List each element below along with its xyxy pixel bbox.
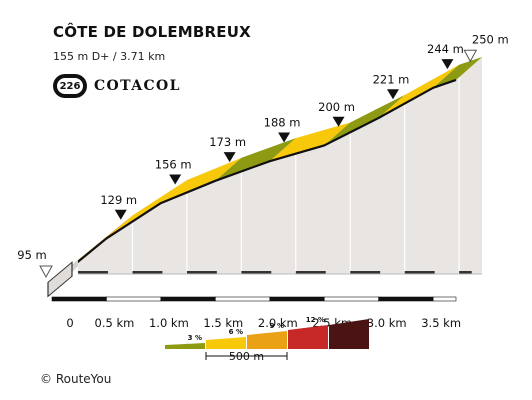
elevation-label: 244 m (427, 42, 464, 56)
elevation-label: 156 m (155, 157, 192, 171)
credit-line: © RouteYou (40, 372, 111, 386)
legend-gradient-swatch (247, 331, 287, 349)
elevation-marker (332, 116, 345, 127)
legend-gradient-swatch (165, 343, 205, 349)
elevation-label: 221 m (373, 72, 410, 86)
x-tick-label: 1.5 km (203, 316, 243, 330)
gradient-segment (160, 157, 242, 204)
legend-gradient-swatch (288, 325, 328, 349)
credit-text: RouteYou (55, 372, 112, 386)
x-axis-scale-block (432, 296, 457, 302)
legend-gradient-label: 12 % (306, 316, 325, 324)
profile-base-strip (78, 271, 108, 274)
cotacol-badge-oval: 226 (53, 74, 87, 98)
x-tick-label: 3.0 km (367, 316, 407, 330)
legend-gradient-swatch (206, 337, 246, 349)
elevation-label: 129 m (100, 193, 137, 207)
x-axis-scale-block (51, 296, 107, 302)
profile-base-strip (459, 271, 472, 274)
legend-gradient-label: 6 % (229, 328, 243, 336)
cotacol-badge: 226 COTACOL (53, 74, 181, 98)
x-axis-scale-block (323, 296, 379, 302)
climb-stats: 155 m D+ / 3.71 km (53, 50, 166, 63)
elevation-label: 200 m (318, 100, 355, 114)
elevation-marker (441, 59, 454, 70)
gradient-segment (215, 138, 296, 181)
profile-base-strip (404, 271, 435, 274)
elevation-marker-hollow (463, 49, 478, 63)
gradient-segment (324, 94, 405, 146)
profile-front-edge (51, 78, 457, 284)
climb-title: CÔTE DE DOLEMBREUX (53, 23, 251, 41)
cotacol-number: 226 (57, 78, 83, 94)
legend-scale-label: 500 m (229, 350, 264, 363)
x-tick-label: 3.5 km (421, 316, 461, 330)
elevation-label: 173 m (209, 135, 246, 149)
profile-base-strip (350, 271, 381, 274)
profile-base-strip (186, 271, 217, 274)
profile-base-strip (132, 271, 163, 274)
elevation-marker (278, 132, 291, 143)
gradient-segment (433, 56, 482, 88)
x-axis-scale-block (215, 296, 271, 302)
elevation-marker (223, 152, 236, 163)
gradient-segment (378, 64, 460, 118)
x-tick-label: 0 (66, 316, 73, 330)
x-tick-label: 2.0 km (258, 316, 298, 330)
legend-gradient-swatch (329, 319, 369, 349)
elevation-marker (114, 209, 127, 220)
x-tick-label: 1.0 km (149, 316, 189, 330)
profile-base-strip (295, 271, 326, 274)
elevation-label: 188 m (264, 116, 301, 130)
elevation-marker (386, 89, 399, 100)
x-axis-scale-block (269, 296, 325, 302)
elevation-label: 250 m (472, 32, 509, 46)
elevation-marker (169, 174, 182, 185)
gradient-segment (269, 122, 351, 162)
elevation-marker-hollow (39, 265, 53, 279)
legend-gradient-label: 9 % (270, 322, 284, 330)
x-tick-label: 0.5 km (95, 316, 135, 330)
legend-gradient-label: 3 % (188, 334, 202, 342)
elevation-label: 95 m (17, 248, 47, 262)
copyright-symbol: © (40, 372, 52, 386)
profile-start-block (47, 261, 73, 298)
x-axis-scale-block (160, 296, 216, 302)
profile-base-strip (241, 271, 272, 274)
x-axis-scale-block (378, 296, 434, 302)
cotacol-label: COTACOL (94, 78, 181, 94)
gradient-segment (106, 180, 187, 239)
x-axis-scale-block (106, 296, 162, 302)
